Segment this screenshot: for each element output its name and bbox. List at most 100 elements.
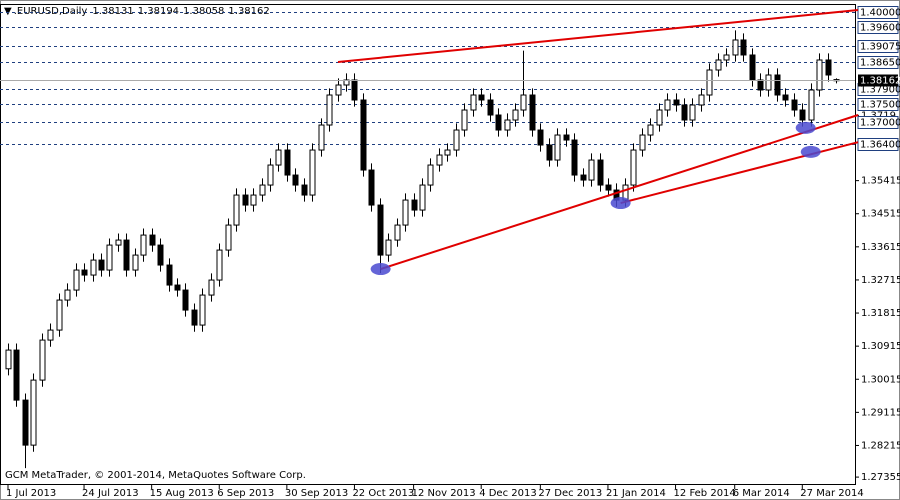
candle-body [563,134,570,141]
candle-body [757,79,764,91]
close-value: 1.38162 [228,6,269,17]
candle-body [597,159,604,186]
candle-body [444,149,451,156]
level-label: 1.39600 [860,23,900,34]
candle-body [664,99,671,111]
candle-body [5,349,12,370]
y-tick-label: 1.35415 [861,176,900,187]
candle-body [394,224,401,241]
candle-body [520,94,527,111]
candle-body [98,259,105,271]
candle-body [782,94,789,101]
candle-body [740,39,747,56]
menu-arrow: ▼ [4,6,12,17]
candle-body [453,129,460,151]
candle-body [791,99,798,111]
level-label-box [857,138,899,151]
candle-body [706,69,713,96]
candle-body [816,59,823,91]
candle-body [571,139,578,176]
x-tick-label: 6 Sep 2013 [217,488,274,499]
candle-body [681,104,688,121]
candle-body [284,149,291,176]
candle-body [22,399,29,446]
open-value: 1.38131 [92,6,133,17]
candle-body [765,74,772,91]
candle-body [360,99,367,171]
candle-body [351,79,358,101]
candle-body [81,269,88,276]
x-tick-label: 15 Aug 2013 [150,488,214,499]
trend-line [337,9,859,63]
candle-body [166,264,173,286]
candle-body [529,94,536,131]
x-tick-label: 1 Jul 2013 [6,488,56,499]
x-tick-label: 12 Feb 2014 [674,488,736,499]
candle-body [106,244,113,271]
candle-body [656,109,663,126]
level-label: 1.38650 [860,58,900,69]
level-label-box [857,56,899,69]
candle-body [605,184,612,191]
level-label-box [857,116,899,129]
y-tick-label: 1.33615 [861,242,900,253]
level-label: 1.37500 [860,100,900,111]
candle-body [546,144,553,161]
candle-body [825,59,832,76]
candle-body [90,259,97,276]
level-label: 1.39075 [860,42,900,53]
candle-body [385,239,392,256]
plot-area [0,4,856,485]
level-label-box [857,6,899,19]
level-label: 1.37900 [860,85,900,96]
candle-body [56,299,63,331]
candle-body [673,99,680,106]
candle-body [647,124,654,136]
candle-body [689,104,696,121]
candle-body [132,254,139,271]
candle-body [275,149,282,166]
candle-body [470,94,477,111]
touch-marker [800,145,821,158]
touch-marker [795,121,816,134]
candle-body [225,224,232,251]
candle-body [698,94,705,106]
candle-body [554,134,561,161]
candle-body [292,174,299,186]
low-value: 1.38058 [183,6,224,17]
candle-body [318,124,325,151]
level-label-box [857,21,899,34]
y-tick-label: 1.29115 [861,407,900,418]
high-value: 1.38194 [138,6,179,17]
touch-marker [610,197,631,210]
x-tick-label: 21 Jan 2014 [606,488,666,499]
candle-body [309,149,316,196]
touch-marker [370,263,391,276]
symbol: .EURUSD,Daily [14,6,88,17]
candle-body [402,199,409,226]
y-tick-label: 1.28215 [861,440,900,451]
candle-body [377,204,384,256]
candle-body [588,159,595,181]
level-label: 1.36400 [860,140,900,151]
candle-body [732,39,739,56]
candle-body [715,59,722,71]
candle-body [419,184,426,211]
level-label: 1.40000 [860,8,900,19]
candle-body [30,379,37,446]
x-tick-label: 30 Sep 2013 [285,488,348,499]
x-tick-label: 12 Nov 2013 [412,488,476,499]
candle-body [199,294,206,326]
header: ▼ .EURUSD,Daily 1.38131 1.38194 1.38058 1.381… [4,6,270,17]
y-tick-label: 1.30915 [861,341,900,352]
candle-body [174,284,181,291]
candle-body [335,84,342,96]
y-tick-label: 1.30015 [861,374,900,385]
candle-body [478,94,485,101]
bid-label: 1.38162 [860,76,900,87]
x-tick-label: 4 Dec 2013 [479,488,537,499]
candle-body [580,174,587,181]
level-label-box [857,40,899,53]
candle-body [504,119,511,131]
